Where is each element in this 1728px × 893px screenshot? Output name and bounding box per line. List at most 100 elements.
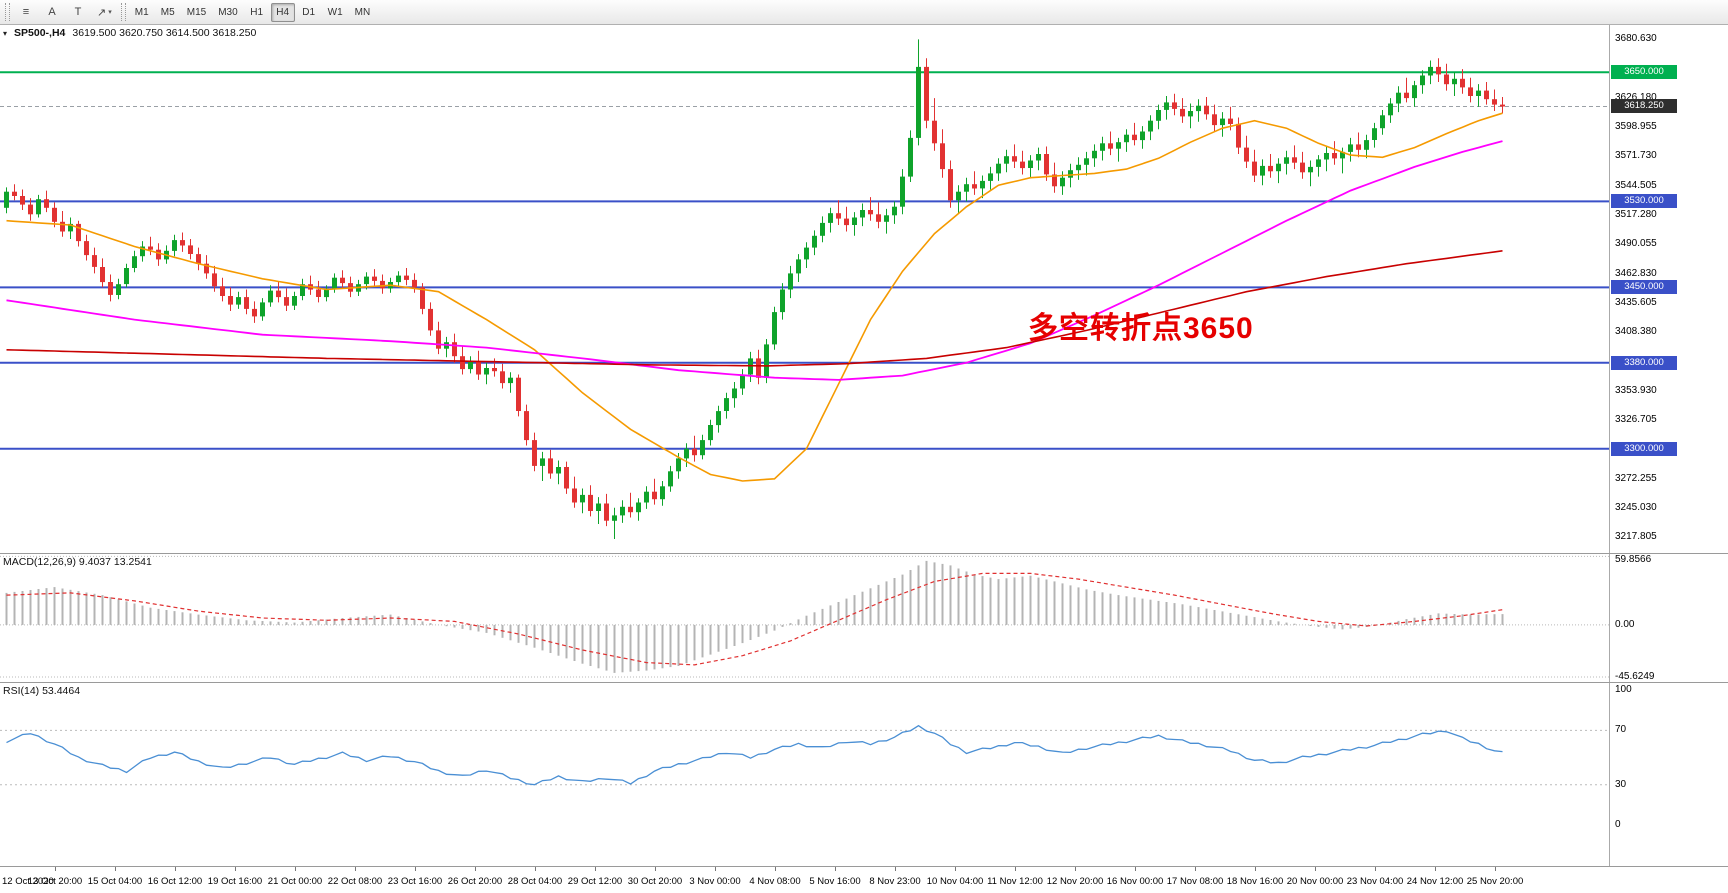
price-axis-label: 3680.630 xyxy=(1615,33,1657,45)
time-axis-label: 29 Oct 12:00 xyxy=(567,876,623,887)
time-axis-tick xyxy=(1315,867,1316,871)
timeframe-button-H4[interactable]: H4 xyxy=(270,2,295,22)
time-axis-tick xyxy=(775,867,776,871)
time-axis-tick xyxy=(535,867,536,871)
chart-ohlc-label: 3619.500 3620.750 3614.500 3618.250 xyxy=(72,27,257,39)
macd-panel: MACD(12,26,9) 9.4037 13.2541 59.8566 0.00… xyxy=(0,553,1728,682)
price-axis-label: 3435.605 xyxy=(1615,296,1657,308)
time-axis-label: 12 Nov 20:00 xyxy=(1046,876,1104,887)
toolbar: ≡ A T ↗ ▾ M1 M5 M15 M30 H1 H4 D1 W1 MN xyxy=(0,0,1728,25)
chevron-down-icon[interactable]: ▾ xyxy=(3,29,8,38)
time-axis-label: 23 Oct 16:00 xyxy=(387,876,443,887)
time-axis-label: 4 Nov 08:00 xyxy=(749,876,801,887)
macd-axis-label: -45.6249 xyxy=(1615,670,1655,682)
price-level-badge: 3650.000 xyxy=(1611,65,1677,80)
timeframe-button-M5[interactable]: M5 xyxy=(160,6,175,18)
time-axis-tick xyxy=(595,867,596,871)
time-axis-tick xyxy=(355,867,356,871)
time-axis-tick xyxy=(1135,867,1136,871)
chart-annotation-text[interactable]: 多空转折点3650 xyxy=(1028,312,1254,345)
rsi-axis-label: 70 xyxy=(1615,724,1627,736)
fibonacci-tool-button[interactable]: ≡ xyxy=(22,6,30,18)
timeframe-button-MN[interactable]: MN xyxy=(354,6,371,18)
timeframe-button-M1[interactable]: M1 xyxy=(134,6,149,18)
time-axis-label: 13 Oct 20:00 xyxy=(27,876,83,887)
price-axis-label: 3626.180 xyxy=(1615,91,1657,103)
rsi-label: RSI(14) 53.4464 xyxy=(3,685,81,697)
time-axis-tick xyxy=(235,867,236,871)
time-axis-label: 19 Oct 16:00 xyxy=(207,876,263,887)
main-chart-svg xyxy=(0,39,1609,539)
time-axis-tick xyxy=(955,867,956,871)
price-axis-label: 3517.280 xyxy=(1615,209,1657,221)
macd-svg xyxy=(0,555,1609,678)
price-axis-label: 3272.255 xyxy=(1615,472,1657,484)
time-axis-tick xyxy=(1015,867,1016,871)
time-axis-tick xyxy=(115,867,116,871)
time-axis-label: 26 Oct 20:00 xyxy=(447,876,503,887)
rsi-plot[interactable]: RSI(14) 53.4464 xyxy=(0,683,1609,866)
text-tool-button[interactable]: A xyxy=(48,6,56,18)
rsi-axis-label: 0 xyxy=(1615,819,1621,831)
time-axis-strip[interactable]: 12 Oct 2020 13 Oct 20:00 15 Oct 04:00 16 Oc… xyxy=(0,867,1609,893)
price-axis[interactable]: 3680.630 3626.180 3598.955 3571.730 3544.505… xyxy=(1609,25,1728,553)
time-axis-tick xyxy=(55,867,56,871)
price-level-badge: 3300.000 xyxy=(1611,441,1677,456)
price-level-badge: 3530.000 xyxy=(1611,194,1677,209)
time-axis-label: 8 Nov 23:00 xyxy=(869,876,921,887)
toolbar-drag-handle[interactable] xyxy=(5,3,10,21)
main-chart-panel: ▾ SP500-,H4 3619.500 3620.750 3614.500 3… xyxy=(0,25,1728,553)
timeframe-button-D1[interactable]: D1 xyxy=(302,6,316,18)
macd-label: MACD(12,26,9) 9.4037 13.2541 xyxy=(3,556,152,568)
price-axis-label: 3245.030 xyxy=(1615,501,1657,513)
price-level-badge: 3380.000 xyxy=(1611,355,1677,370)
text-label-tool-button[interactable]: T xyxy=(74,6,82,18)
timeframe-button-H1[interactable]: H1 xyxy=(250,6,264,18)
rsi-axis-label: 30 xyxy=(1615,778,1627,790)
price-axis-label: 3408.380 xyxy=(1615,326,1657,338)
time-axis-tick xyxy=(1495,867,1496,871)
time-axis-label: 18 Nov 16:00 xyxy=(1226,876,1284,887)
line-studies-group: ≡ A T ↗ ▾ xyxy=(13,3,118,22)
time-axis-label: 16 Nov 00:00 xyxy=(1106,876,1164,887)
timeframe-button-W1[interactable]: W1 xyxy=(327,6,343,18)
time-axis-tick xyxy=(655,867,656,871)
price-axis-label: 3571.730 xyxy=(1615,150,1657,162)
rsi-axis[interactable]: 100 70 30 0 xyxy=(1609,683,1728,866)
macd-plot[interactable]: MACD(12,26,9) 9.4037 13.2541 xyxy=(0,554,1609,682)
chart-symbol-label: SP500-,H4 xyxy=(14,27,66,39)
time-axis-label: 30 Oct 20:00 xyxy=(627,876,683,887)
main-chart-plot[interactable]: ▾ SP500-,H4 3619.500 3620.750 3614.500 3… xyxy=(0,25,1609,553)
arrows-tool-button[interactable]: ↗ ▾ xyxy=(97,6,112,19)
time-axis-label: 3 Nov 00:00 xyxy=(689,876,741,887)
macd-axis-label: 59.8566 xyxy=(1615,554,1652,565)
time-axis-tick xyxy=(1075,867,1076,871)
toolbar-drag-handle[interactable] xyxy=(120,3,126,21)
time-axis-tick xyxy=(1195,867,1196,871)
time-axis[interactable]: 12 Oct 2020 13 Oct 20:00 15 Oct 04:00 16 Oc… xyxy=(0,866,1728,893)
time-axis-tick xyxy=(835,867,836,871)
time-axis-tick xyxy=(1435,867,1436,871)
time-axis-label: 10 Nov 04:00 xyxy=(926,876,984,887)
price-axis-label: 3462.830 xyxy=(1615,267,1657,279)
time-axis-label: 11 Nov 12:00 xyxy=(987,876,1043,887)
timeframes-group: M1 M5 M15 M30 H1 H4 D1 W1 MN xyxy=(129,2,376,22)
time-axis-label: 23 Nov 04:00 xyxy=(1346,876,1404,887)
time-axis-label: 5 Nov 16:00 xyxy=(809,876,861,887)
timeframe-button-M30[interactable]: M30 xyxy=(218,6,238,18)
chart-title: ▾ SP500-,H4 3619.500 3620.750 3614.500 3… xyxy=(3,27,256,39)
timeframe-button-M15[interactable]: M15 xyxy=(186,6,207,18)
chevron-down-icon: ▾ xyxy=(108,9,112,16)
price-axis-label: 3353.930 xyxy=(1615,384,1657,396)
rsi-svg xyxy=(0,724,1609,786)
rsi-axis-label: 100 xyxy=(1615,683,1632,695)
macd-axis-label: 0.00 xyxy=(1615,618,1635,630)
macd-axis[interactable]: 59.8566 0.00 -45.6249 xyxy=(1609,554,1728,682)
price-axis-label: 3544.505 xyxy=(1615,179,1657,191)
time-axis-label: 16 Oct 12:00 xyxy=(147,876,203,887)
price-axis-label: 3490.055 xyxy=(1615,238,1657,250)
price-axis-label: 3598.955 xyxy=(1615,121,1657,133)
time-axis-label: 15 Oct 04:00 xyxy=(87,876,143,887)
time-axis-label: 20 Nov 00:00 xyxy=(1286,876,1344,887)
price-axis-label: 3217.805 xyxy=(1615,531,1657,543)
